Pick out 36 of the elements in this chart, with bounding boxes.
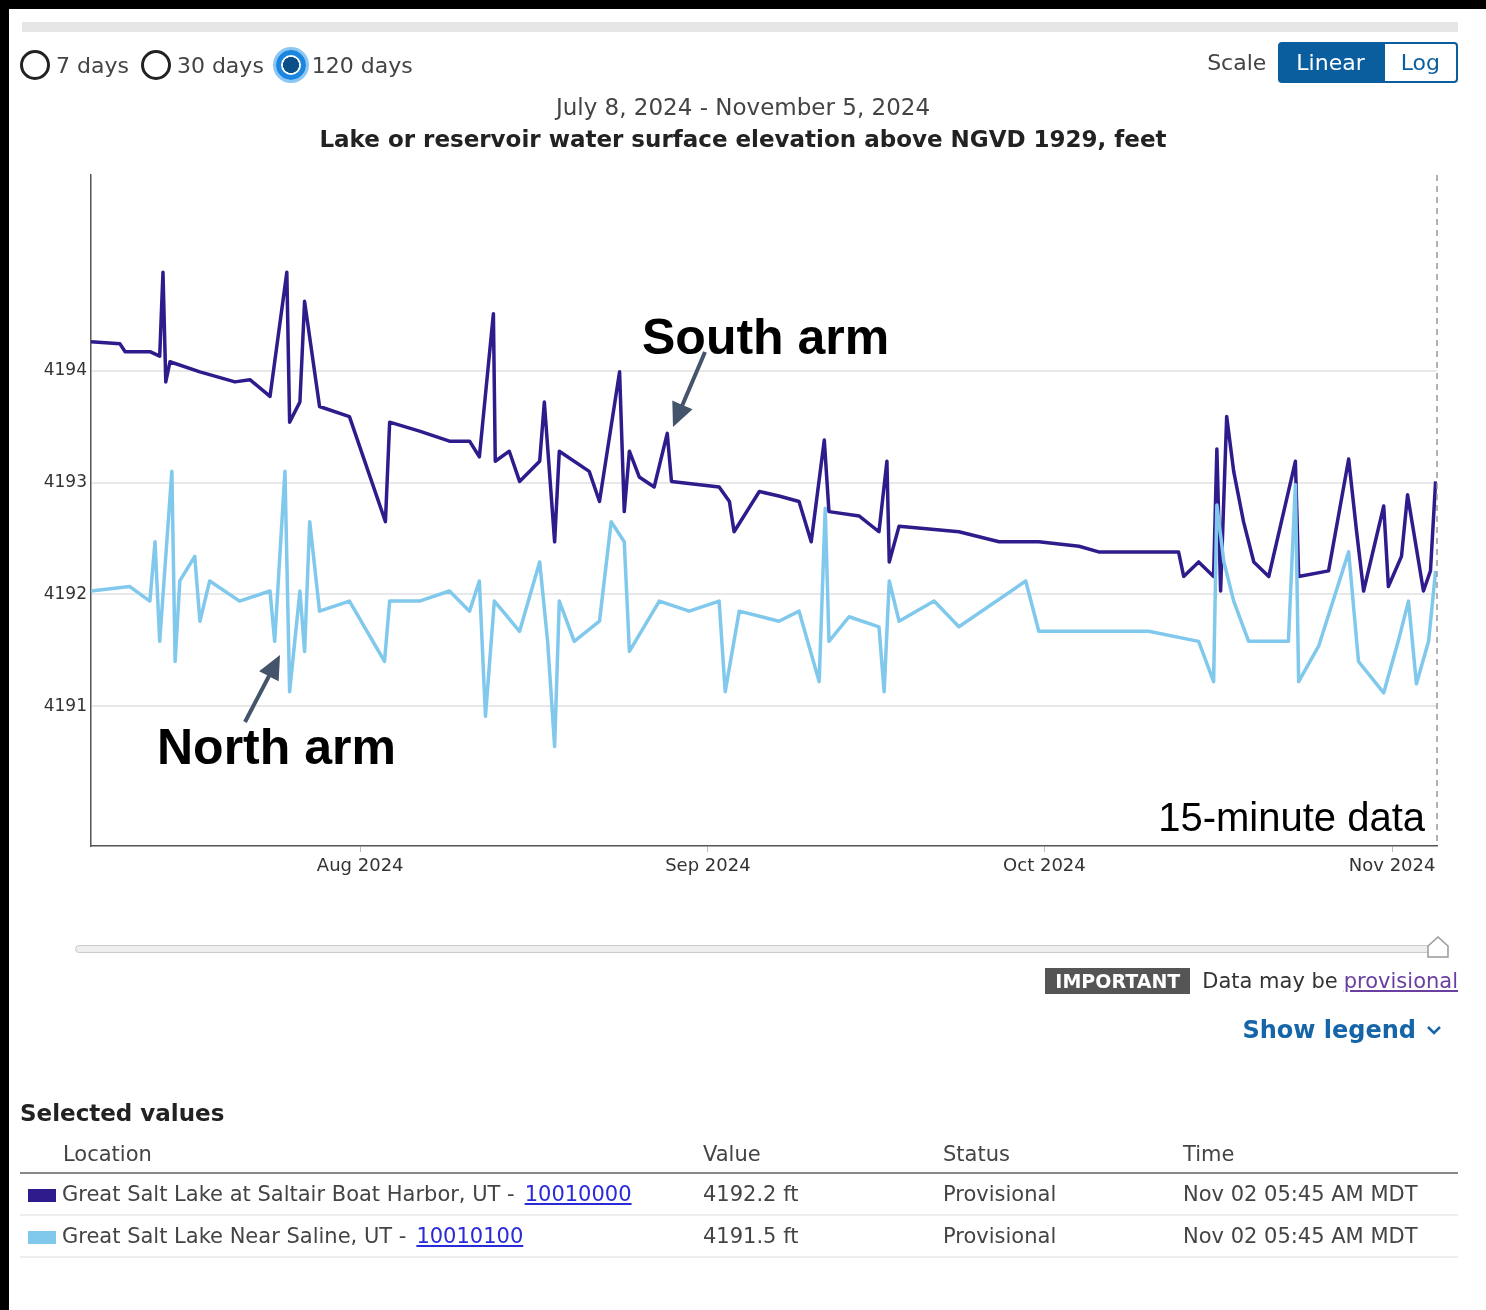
text: Linear [1278,42,1383,83]
chart-subtitle: July 8, 2024 - November 5, 2024 [553,94,932,120]
text: Data may be [1202,969,1338,993]
text: IMPORTANT [1045,968,1191,994]
text: provisional [1343,969,1458,993]
annotation: 15-minute data [1158,795,1426,840]
text: Scale [1207,50,1267,75]
x-tick-label: Sep 2024 [665,854,751,876]
text: Show legend [1242,1016,1416,1044]
y-tick-label: 4193 [43,470,87,491]
text: 4192.2 ft [703,1173,943,1215]
chart-title: Lake or reservoir water surface elevation above NGVD 1929, feet [318,126,1168,152]
text: Value [703,1136,943,1173]
x-tick-label: Aug 2024 [316,854,404,876]
text: Provisional [943,1215,1183,1257]
legend-label: Great Salt Lake Near Saline, UT - 10010100 [62,1224,524,1248]
text: Nov 02 05:45 AM MDT [1183,1215,1458,1257]
annotation: South arm [642,309,890,365]
text: Nov 02 05:45 AM MDT [1183,1173,1458,1215]
text: Status [943,1136,1183,1173]
y-tick-label: 4191 [43,694,87,715]
text: 30 days [176,52,264,78]
text: 4191.5 ft [703,1215,943,1257]
text: Log [1382,42,1458,83]
text: Provisional [943,1173,1183,1215]
x-tick-label: Nov 2024 [1348,854,1436,876]
y-tick-label: 4192 [43,582,87,603]
text: Location [20,1136,703,1173]
y-tick-label: 4194 [43,359,87,380]
text: Time [1183,1136,1458,1173]
x-tick-label: Oct 2024 [1003,854,1086,876]
legend-label: Great Salt Lake at Saltair Boat Harbor, UT - 10010000 [62,1182,632,1206]
text: Selected values [20,1100,226,1126]
annotation: North arm [157,719,396,775]
text: 120 days [311,52,413,78]
text: 7 days [56,52,129,78]
